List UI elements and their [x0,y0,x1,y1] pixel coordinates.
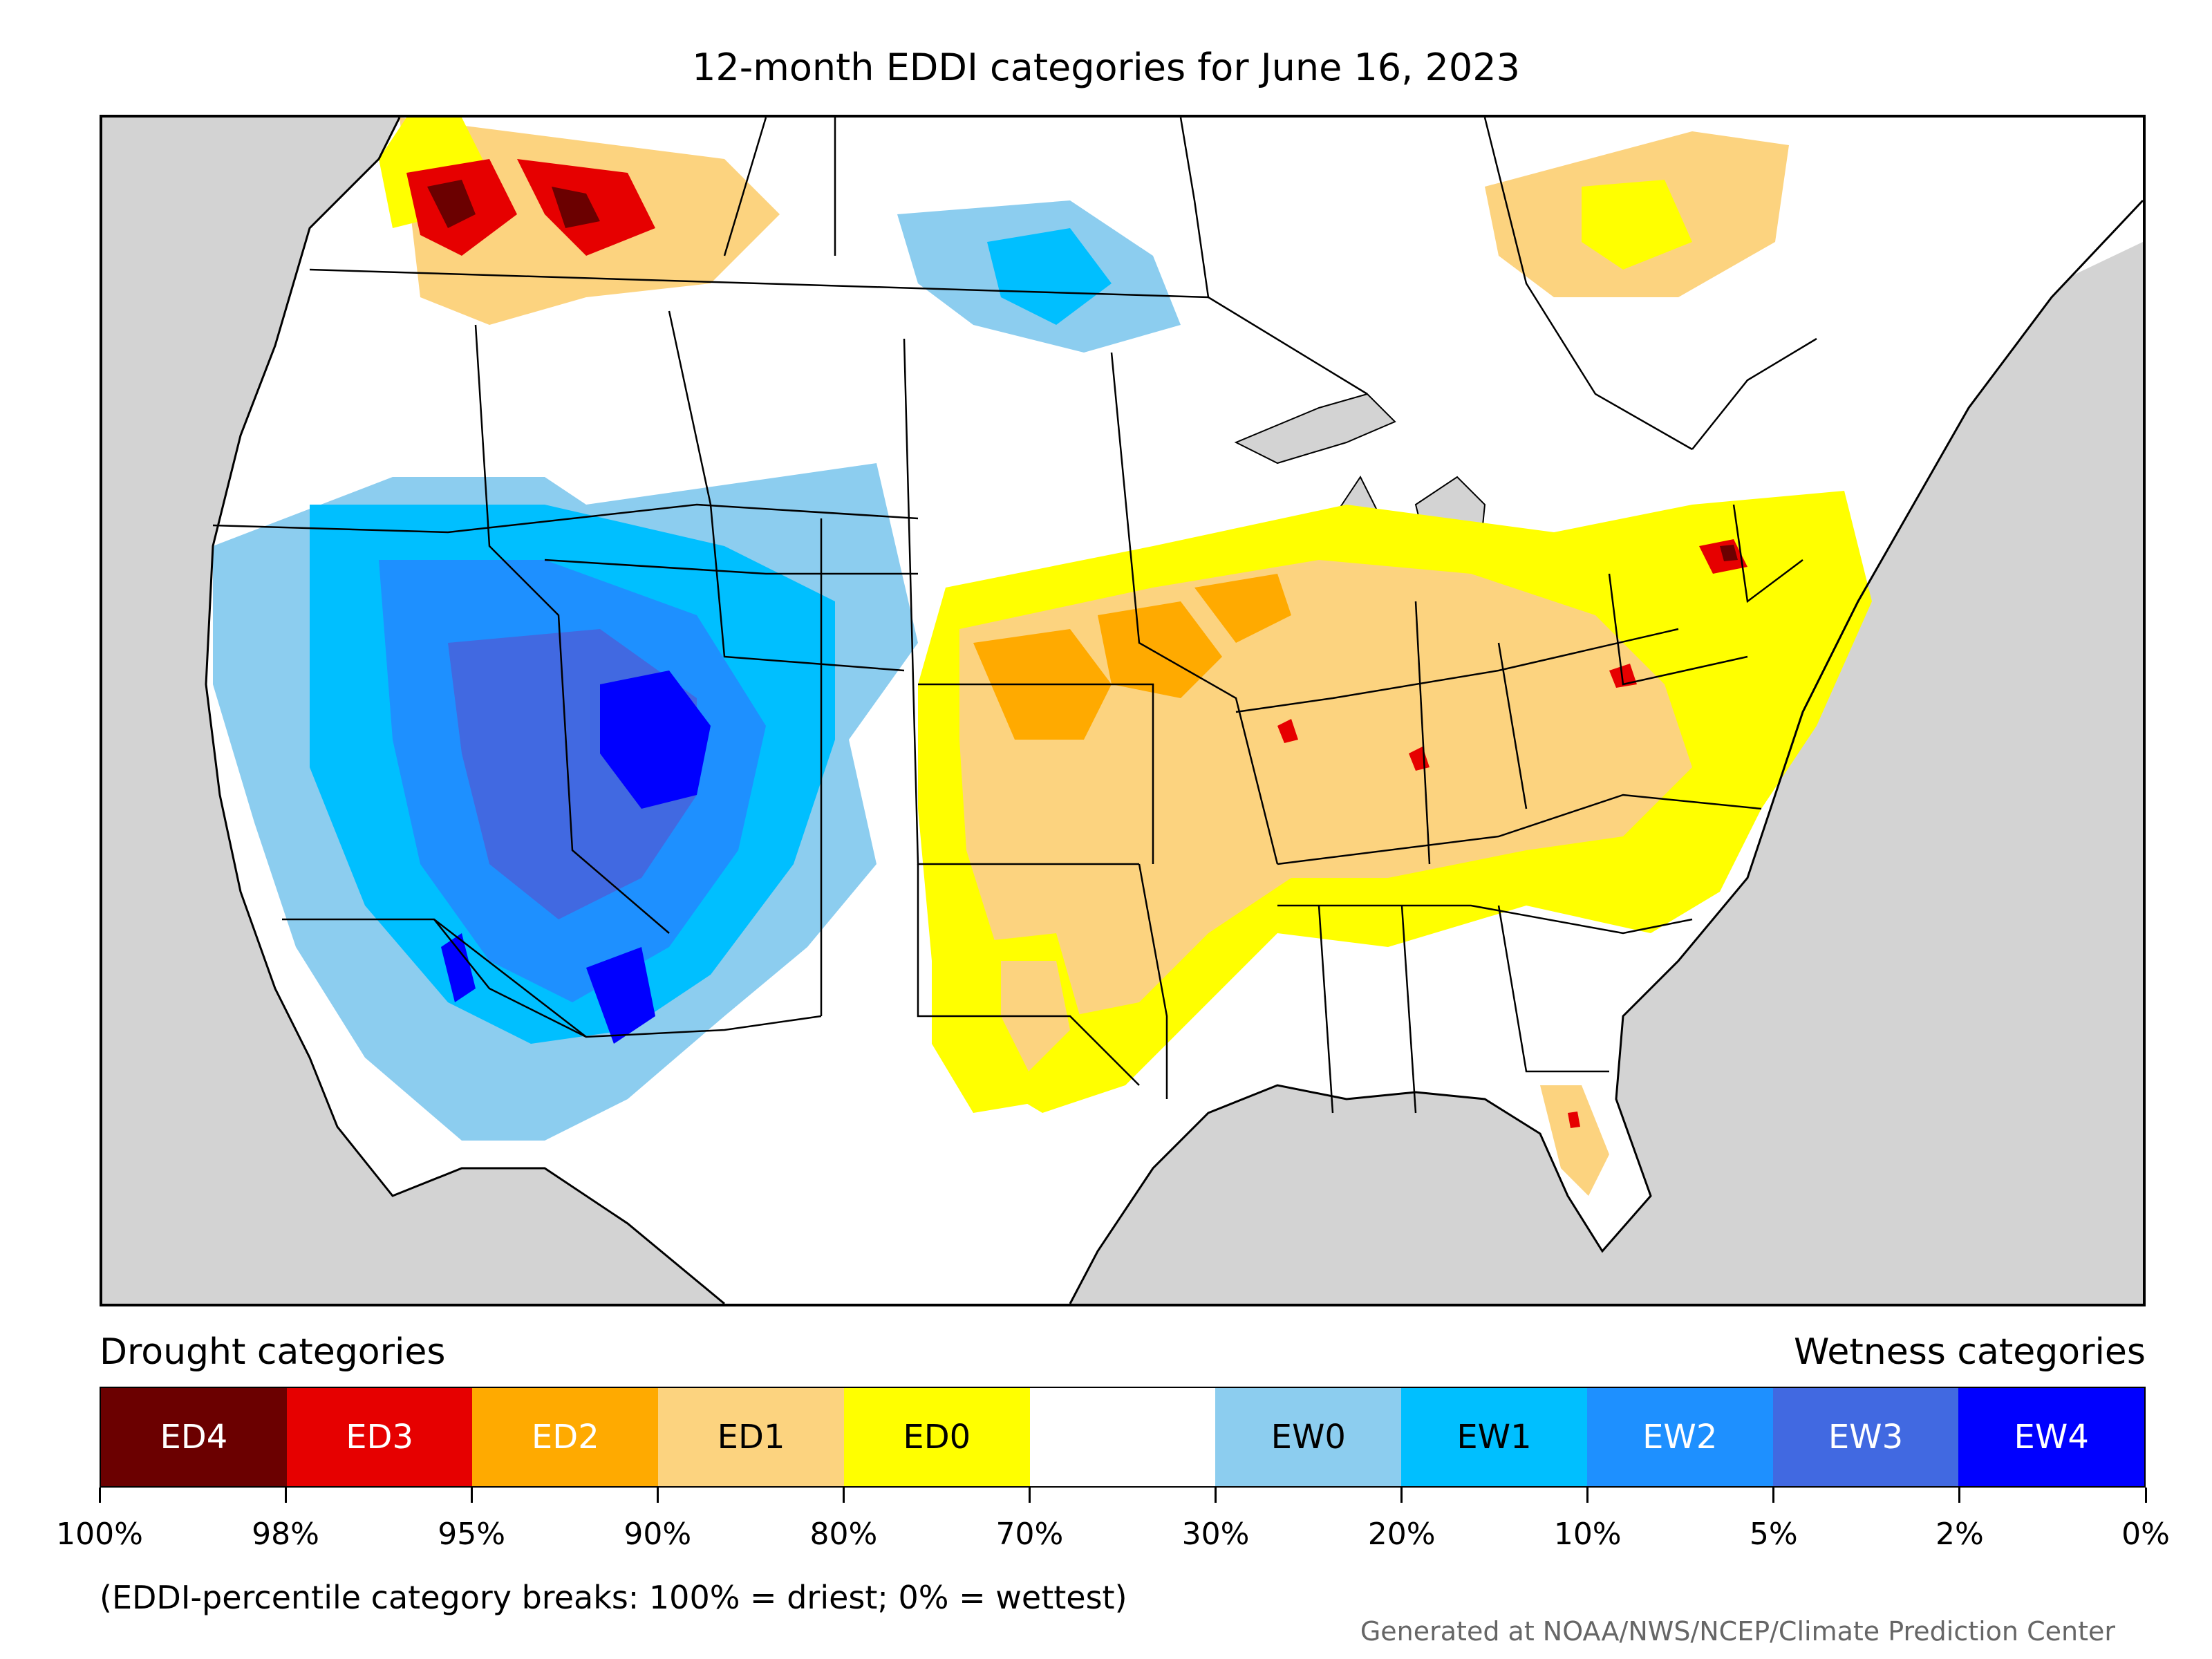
category-swatch: EW0 [1215,1388,1402,1486]
wetness-heading: Wetness categories [1794,1331,2146,1373]
colorbar-tick [470,1488,473,1503]
category-shading [213,118,1872,1196]
colorbar-tick-label: 98% [252,1517,319,1552]
credit-line: Generated at NOAA/NWS/NCEP/Climate Predi… [1360,1616,2115,1647]
colorbar-tick [1772,1488,1775,1503]
category-swatch: ED2 [472,1388,659,1486]
category-colorbar: ED4 ED3 ED2 ED1 ED0 EW0 EW1 EW2 EW3 EW4 [100,1387,2146,1488]
colorbar-tick [1028,1488,1031,1503]
colorbar-tick-label: 70% [995,1517,1064,1552]
map-canvas [205,118,2143,1304]
colorbar-tick [656,1488,659,1503]
colorbar-tick-label: 30% [1181,1517,1250,1552]
colorbar-tick [1958,1488,1961,1503]
category-swatch: EW4 [1958,1388,2145,1486]
colorbar-tick-label: 90% [624,1517,692,1552]
category-swatch: ED3 [286,1388,473,1486]
colorbar-tick-label: 2% [1936,1517,1984,1552]
colorbar-tick-label: 5% [1749,1517,1798,1552]
colorbar-tick-label: 80% [809,1517,878,1552]
colorbar-tick-label: 100% [56,1517,143,1552]
eddi-map [100,115,2146,1306]
colorbar-tick-label: 20% [1367,1517,1436,1552]
boundaries [212,118,1817,1114]
category-swatch: EW1 [1401,1388,1587,1486]
colorbar-tick [842,1488,845,1503]
coastlines [205,118,2143,1304]
drought-heading: Drought categories [100,1331,446,1373]
colorbar-tick [1586,1488,1589,1503]
colorbar-tick [2144,1488,2147,1503]
category-swatch [1029,1388,1216,1486]
category-swatch: ED0 [843,1388,1030,1486]
colorbar-tick-label: 0% [2121,1517,2170,1552]
colorbar-tick [1400,1488,1403,1503]
colorbar-tick [1215,1488,1217,1503]
category-note: (EDDI-percentile category breaks: 100% =… [100,1579,1127,1616]
colorbar-tick-label: 95% [438,1517,506,1552]
colorbar-tick-label: 10% [1553,1517,1622,1552]
category-swatch: EW3 [1772,1388,1959,1486]
map-title: 12-month EDDI categories for June 16, 20… [692,46,1520,89]
category-swatch: ED1 [658,1388,844,1486]
category-swatch: EW2 [1586,1388,1773,1486]
category-swatch: ED4 [101,1388,287,1486]
colorbar-tick [284,1488,287,1503]
colorbar-ticks [98,1488,2147,1508]
colorbar-tick [98,1488,101,1503]
